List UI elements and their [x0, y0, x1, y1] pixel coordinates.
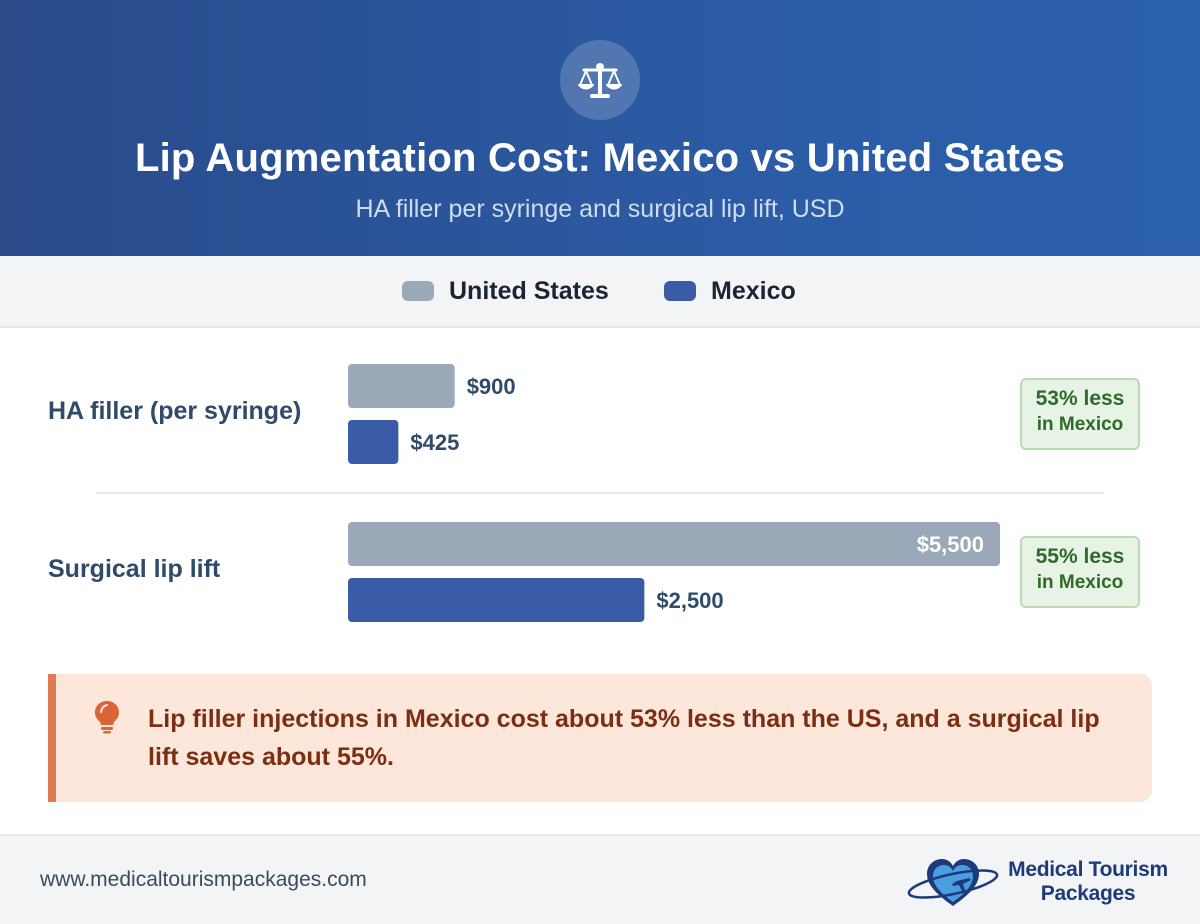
scale-icon	[560, 40, 640, 120]
legend: United States Mexico	[0, 256, 1200, 328]
legend-label-united-states: United States	[449, 276, 609, 305]
data-label-united-states: $900	[467, 374, 516, 399]
data-label-mexico: $425	[410, 430, 459, 455]
legend-swatch-mexico	[664, 281, 696, 301]
savings-badge-caption: in Mexico	[1036, 414, 1124, 435]
legend-item-mexico: Mexico	[664, 256, 796, 326]
legend-label-mexico: Mexico	[711, 276, 796, 305]
lightbulb-icon	[94, 700, 120, 739]
key-insight-callout: Lip filler injections in Mexico cost abo…	[48, 674, 1152, 802]
category-label-surgical-lip-lift: Surgical lip lift	[48, 555, 221, 583]
bar-chart: $900 $425 $5,500 $2,500	[96, 364, 1104, 622]
data-label-mexico: $2,500	[656, 588, 723, 613]
bar-mexico	[348, 420, 399, 464]
bar-mexico	[348, 578, 645, 622]
heart-plane-icon	[907, 859, 999, 906]
chart-title: Lip Augmentation Cost: Mexico vs United …	[134, 136, 1066, 180]
savings-badge-percent: 55% less	[1035, 545, 1125, 568]
savings-badge-lip-lift: 55% less in Mexico	[1020, 536, 1140, 608]
category-label-ha-filler: HA filler (per syringe)	[48, 397, 302, 425]
legend-swatch-united-states	[402, 281, 434, 301]
brand-name-line2: Packages	[1040, 882, 1136, 905]
brand-name: Medical Tourism Packages	[1003, 858, 1173, 906]
bar-united-states	[348, 522, 1000, 566]
brand-logo: Medical Tourism Packages	[905, 854, 1170, 910]
header: Lip Augmentation Cost: Mexico vs United …	[0, 0, 1200, 256]
website-url: www.medicaltourismpackages.com	[40, 868, 367, 891]
footer: www.medicaltourismpackages.com Medical T…	[0, 834, 1200, 924]
savings-badge-caption: in Mexico	[1036, 572, 1124, 593]
chart-subtitle: HA filler per syringe and surgical lip l…	[355, 195, 845, 223]
legend-item-united-states: United States	[402, 256, 609, 326]
data-label-united-states: $5,500	[917, 532, 984, 557]
callout-text: Lip filler injections in Mexico cost abo…	[148, 705, 1100, 771]
savings-badge-ha-filler: 53% less in Mexico	[1020, 378, 1140, 450]
brand-name-line1: Medical Tourism	[1008, 858, 1168, 881]
savings-badge-percent: 53% less	[1035, 387, 1125, 410]
bar-united-states	[348, 364, 455, 408]
